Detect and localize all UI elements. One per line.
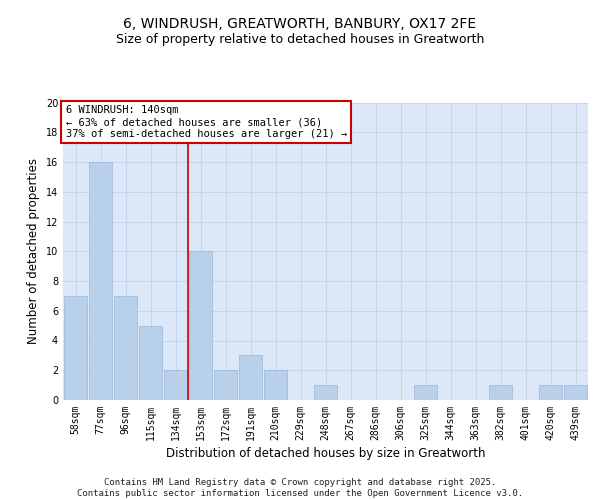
Bar [239,356,262,400]
Bar [114,296,137,400]
Bar [189,252,212,400]
Bar [64,296,87,400]
Y-axis label: Number of detached properties: Number of detached properties [27,158,40,344]
Bar [264,370,287,400]
Bar [489,385,512,400]
Text: Contains HM Land Registry data © Crown copyright and database right 2025.
Contai: Contains HM Land Registry data © Crown c… [77,478,523,498]
Bar [414,385,437,400]
X-axis label: Distribution of detached houses by size in Greatworth: Distribution of detached houses by size … [166,447,485,460]
Bar [164,370,187,400]
Text: 6, WINDRUSH, GREATWORTH, BANBURY, OX17 2FE: 6, WINDRUSH, GREATWORTH, BANBURY, OX17 2… [124,18,476,32]
Bar [89,162,112,400]
Bar [539,385,562,400]
Bar [214,370,237,400]
Text: Size of property relative to detached houses in Greatworth: Size of property relative to detached ho… [116,32,484,46]
Bar [314,385,337,400]
Bar [139,326,162,400]
Bar [564,385,587,400]
Text: 6 WINDRUSH: 140sqm
← 63% of detached houses are smaller (36)
37% of semi-detache: 6 WINDRUSH: 140sqm ← 63% of detached hou… [65,106,347,138]
